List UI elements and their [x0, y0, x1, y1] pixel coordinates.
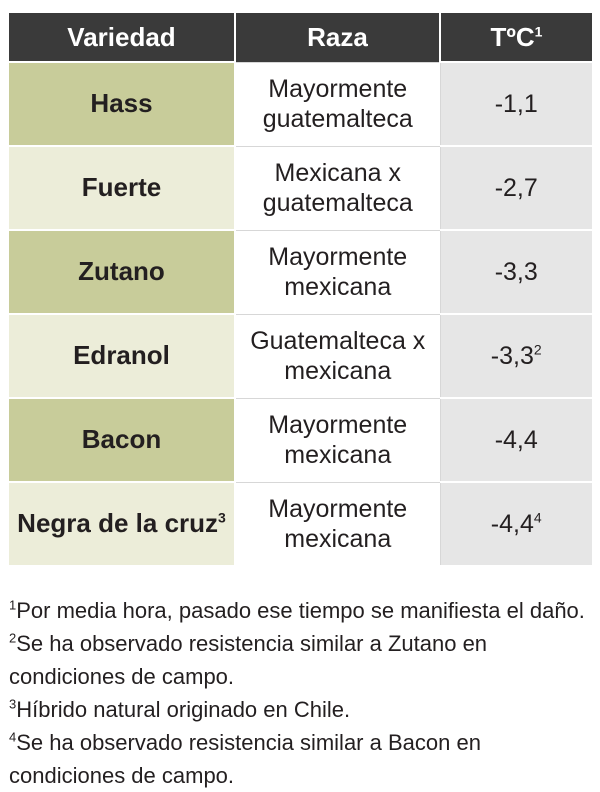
footnote: 4Se ha observado resistencia similar a B… — [9, 729, 481, 788]
footnote: 2Se ha observado resistencia similar a Z… — [9, 630, 488, 689]
header-variety: Variedad — [9, 13, 236, 62]
header-temperature: TºC1 — [440, 13, 592, 62]
table-row: Negra de la cruz3 Mayormente mexicana -4,… — [9, 481, 592, 565]
race-cell: Mayormente guatemalteca — [234, 61, 441, 146]
temperature-cell: -3,32 — [440, 313, 592, 398]
variety-cell: Zutano — [9, 229, 236, 314]
footnote: 3Híbrido natural originado en Chile. — [9, 696, 351, 722]
table-row: Fuerte Mexicana x guatemalteca -2,7 — [9, 145, 592, 230]
variety-cell: Hass — [9, 61, 236, 146]
variety-cell: Edranol — [9, 313, 236, 398]
footnotes: 1Por media hora, pasado ese tiempo se ma… — [9, 594, 594, 792]
variety-cell: Negra de la cruz3 — [9, 481, 236, 565]
table-header-row: Variedad Raza TºC1 — [9, 13, 592, 62]
temperature-cell: -4,44 — [440, 481, 592, 565]
temperature-cell: -4,4 — [440, 397, 592, 482]
footnote: 1Por media hora, pasado ese tiempo se ma… — [9, 597, 585, 623]
race-cell: Mayormente mexicana — [234, 229, 441, 314]
table-row: Hass Mayormente guatemalteca -1,1 — [9, 61, 592, 146]
header-race: Raza — [235, 13, 441, 62]
race-cell: Mayormente mexicana — [234, 397, 441, 482]
temperature-cell: -3,3 — [440, 229, 592, 314]
table-row: Edranol Guatemalteca x mexicana -3,32 — [9, 313, 592, 398]
table-row: Bacon Mayormente mexicana -4,4 — [9, 397, 592, 482]
race-cell: Mayormente mexicana — [234, 481, 441, 565]
header-temp-footnote-mark: 1 — [534, 22, 543, 39]
race-cell: Mexicana x guatemalteca — [234, 145, 441, 230]
variety-cell: Fuerte — [9, 145, 236, 230]
race-cell: Guatemalteca x mexicana — [234, 313, 441, 398]
avocado-variety-table: Variedad Raza TºC1 Hass Mayormente guatem… — [9, 13, 592, 565]
variety-cell: Bacon — [9, 397, 236, 482]
table-row: Zutano Mayormente mexicana -3,3 — [9, 229, 592, 314]
temperature-cell: -1,1 — [440, 61, 592, 146]
temperature-cell: -2,7 — [440, 145, 592, 230]
